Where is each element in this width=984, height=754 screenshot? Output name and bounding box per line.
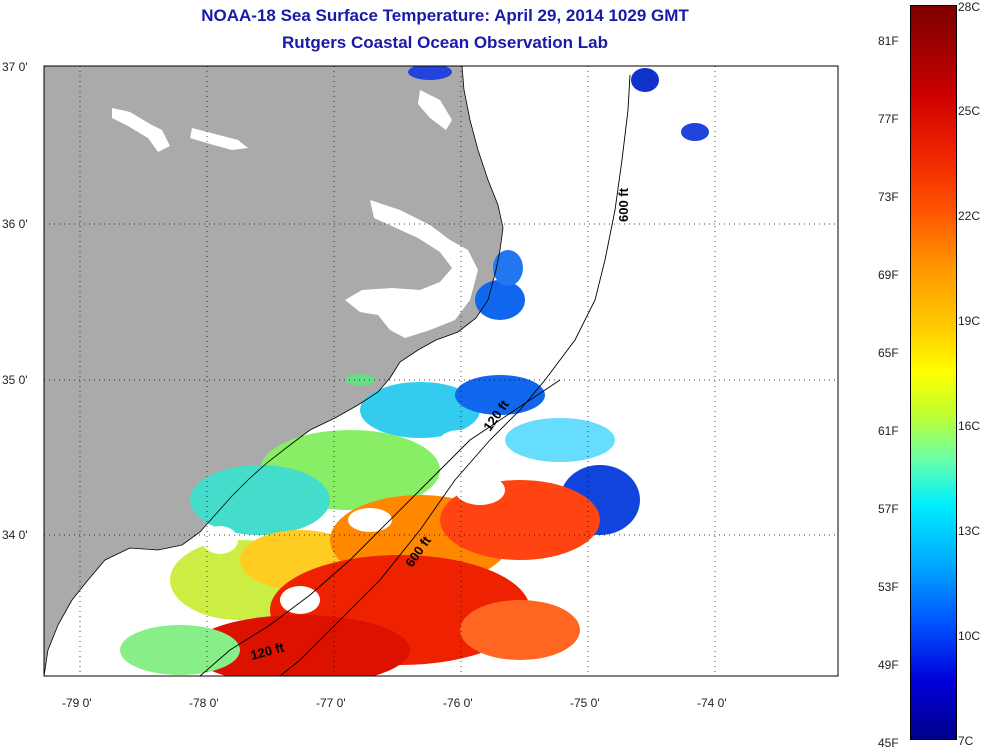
celsius-label: 28C (958, 0, 981, 14)
lon-label: -77 0' (316, 696, 346, 710)
contour-label: 600 ft (616, 187, 631, 222)
celsius-label: 22C (958, 209, 981, 223)
fahrenheit-label: 49F (878, 658, 899, 672)
contour-120ft (199, 379, 561, 676)
sst-patches (120, 66, 709, 676)
plot-frame (43, 65, 839, 677)
celsius-label: 13C (958, 524, 981, 538)
lat-label: 34 0' (2, 528, 28, 542)
map-subtitle: Rutgers Coastal Ocean Observation Lab (282, 33, 608, 52)
fahrenheit-label: 61F (878, 424, 899, 438)
celsius-label: 19C (958, 314, 981, 328)
celsius-label: 16C (958, 419, 981, 433)
fahrenheit-label: 45F (878, 736, 899, 750)
lat-label: 35 0' (2, 373, 28, 387)
fahrenheit-label: 53F (878, 580, 899, 594)
fahrenheit-label: 77F (878, 112, 899, 126)
coastline (44, 66, 504, 676)
celsius-label: 25C (958, 104, 981, 118)
gridlines (44, 66, 838, 676)
map-title: NOAA-18 Sea Surface Temperature: April 2… (201, 6, 689, 25)
lon-label: -76 0' (443, 696, 473, 710)
lat-label: 36 0' (2, 217, 28, 231)
celsius-label: 10C (958, 629, 981, 643)
lon-label: -79 0' (62, 696, 92, 710)
fahrenheit-label: 73F (878, 190, 899, 204)
celsius-label: 7C (958, 734, 974, 748)
lon-label: -78 0' (189, 696, 219, 710)
fahrenheit-label: 69F (878, 268, 899, 282)
lon-label: -74 0' (697, 696, 727, 710)
fahrenheit-label: 57F (878, 502, 899, 516)
lon-label: -75 0' (570, 696, 600, 710)
temperature-colorbar (910, 5, 957, 740)
fahrenheit-label: 65F (878, 346, 899, 360)
sound-water (345, 200, 478, 338)
contour-600ft (279, 74, 631, 676)
lat-label: 37 0' (2, 60, 28, 74)
fahrenheit-label: 81F (878, 34, 899, 48)
